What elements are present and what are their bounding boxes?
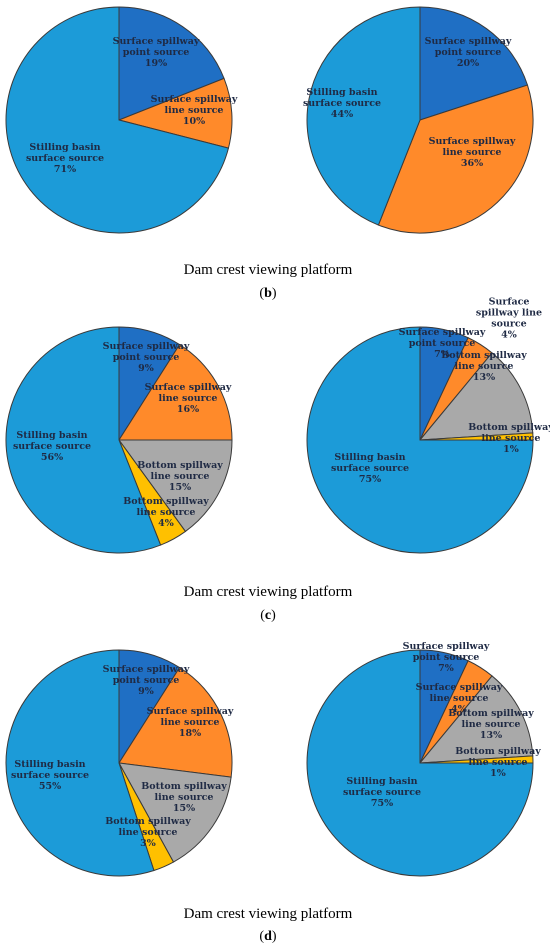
pie-slice-b-right-1	[377, 84, 534, 234]
pie-slice-c-right-2	[418, 352, 534, 441]
pie-label-d-left-0: Surface spillway point source 9%	[103, 664, 190, 697]
pie-label-d-right-1: Surface spillway line source 4%	[416, 682, 503, 715]
pie-label-d-right-3: Bottom spillway line source 1%	[455, 746, 541, 779]
pie-slice-c-left-1	[118, 343, 233, 441]
panel-c-tag: (c)	[260, 608, 276, 623]
pie-slice-c-left-2	[118, 439, 233, 533]
pie-slice-b-left-1	[117, 77, 233, 149]
panel-c-caption: Dam crest viewing platform	[184, 584, 353, 600]
pie-label-b-right-1: Surface spillway line source 36%	[429, 136, 516, 169]
pie-chart-b-left: Surface spillway point source 19% Surface s…	[5, 6, 238, 234]
pie-label-c-left-1: Surface spillway line source 16%	[145, 382, 232, 415]
pie-slice-c-left-4	[5, 326, 162, 554]
pie-label-c-right-1: Surface spillway line source 4%	[476, 297, 542, 341]
pie-label-b-right-0: Surface spillway point source 20%	[425, 36, 512, 69]
pie-slice-b-right-2	[306, 6, 421, 226]
pie-slice-d-right-4	[306, 649, 534, 877]
pie-label-b-left-1: Surface spillway line source 10%	[151, 94, 238, 127]
pie-slice-b-left-0	[118, 6, 225, 121]
pie-label-d-right-4: Stilling basin surface source 75%	[343, 776, 421, 809]
pie-charts: Surface spillway point source 19% Surface s…	[5, 6, 550, 877]
pie-chart-d-right: Surface spillway point source 7% Surface sp…	[306, 641, 541, 877]
pie-slice-d-left-2	[118, 762, 232, 863]
pie-slice-d-left-4	[5, 649, 155, 877]
pie-label-c-left-2: Bottom spillway line source 15%	[137, 460, 223, 493]
pie-chart-d-left: Surface spillway point source 9% Surface sp…	[5, 649, 234, 877]
panel-d-tag: (d)	[259, 929, 276, 944]
pie-label-d-left-3: Bottom spillway line source 3%	[105, 816, 191, 849]
pie-label-c-right-3: Bottom spillway line source 1%	[468, 422, 550, 455]
pie-label-d-left-1: Surface spillway line source 18%	[147, 706, 234, 739]
pie-label-c-left-4: Stilling basin surface source 56%	[13, 430, 91, 463]
panel-b-tag: (b)	[259, 286, 276, 301]
pie-slice-b-left-2	[5, 6, 230, 234]
pie-slice-c-right-4	[306, 326, 534, 554]
pie-label-d-right-0: Surface spillway point source 7%	[403, 641, 490, 674]
pie-chart-b-right: Surface spillway point source 20% Surface s…	[303, 6, 534, 234]
pie-label-c-right-0: Surface spillway point source 7%	[399, 327, 486, 360]
pie-chart-c-right: Surface spillway point source 7%Surface spi…	[306, 297, 550, 554]
pie-chart-c-left: Surface spillway point source 9% Surface sp…	[5, 326, 233, 554]
pie-slice-d-right-2	[418, 675, 534, 764]
panel-d-caption-group: Dam crest viewing platform (d)	[184, 906, 353, 944]
panel-d-caption: Dam crest viewing platform	[184, 906, 353, 922]
panel-b-caption-group: Dam crest viewing platform (b)	[184, 262, 353, 301]
panel-b-caption: Dam crest viewing platform	[184, 262, 353, 278]
pie-label-b-left-0: Surface spillway point source 19%	[113, 36, 200, 69]
pie-label-d-left-4: Stilling basin surface source 55%	[11, 759, 89, 792]
pie-label-d-left-2: Bottom spillway line source 15%	[141, 781, 227, 814]
pie-label-b-left-2: Stilling basin surface source 71%	[26, 142, 104, 175]
pie-slice-b-right-0	[419, 6, 529, 121]
pie-label-c-left-0: Surface spillway point source 9%	[103, 341, 190, 374]
panel-c-caption-group: Dam crest viewing platform (c)	[184, 584, 353, 623]
pie-label-c-right-4: Stilling basin surface source 75%	[331, 452, 409, 485]
pie-label-d-right-2: Bottom spillway line source 13%	[448, 708, 534, 741]
pie-label-c-left-3: Bottom spillway line source 4%	[123, 496, 209, 529]
pie-label-b-right-2: Stilling basin surface source 44%	[303, 87, 381, 120]
pie-slice-d-left-1	[118, 666, 233, 778]
pie-label-c-right-2: Bottom spillway line source 13%	[441, 350, 527, 383]
